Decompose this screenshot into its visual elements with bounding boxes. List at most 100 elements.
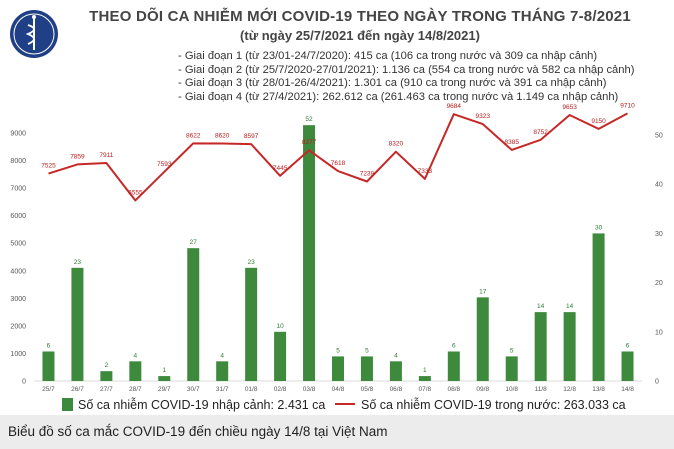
bar xyxy=(447,351,460,381)
bar-value-label: 14 xyxy=(566,303,574,310)
x-axis-tick-label: 14/8 xyxy=(621,386,634,393)
phase-item: Giai đoạn 1 (từ 23/01-24/7/2020): 415 ca… xyxy=(178,50,634,64)
legend-bar-swatch xyxy=(62,398,73,411)
line-value-label: 7593 xyxy=(157,161,172,168)
x-axis-tick-label: 03/8 xyxy=(303,386,316,393)
x-axis-tick-label: 07/8 xyxy=(419,386,432,393)
bar-value-label: 27 xyxy=(190,239,198,246)
line-value-label: 7239 xyxy=(360,171,375,178)
line-value-label: 9150 xyxy=(591,118,606,125)
line-value-label: 7911 xyxy=(99,152,113,159)
right-axis-tick-label: 20 xyxy=(655,280,663,287)
line-value-label: 8752 xyxy=(533,129,548,136)
bar-value-label: 5 xyxy=(336,347,340,354)
line-value-label: 8622 xyxy=(186,132,201,139)
phase-item: Giai đoạn 2 (từ 25/7/2020-27/01/2021): 1… xyxy=(178,64,635,78)
line-value-label: 9323 xyxy=(476,113,491,120)
line-value-label: 7859 xyxy=(70,153,85,160)
x-axis-tick-label: 25/7 xyxy=(42,386,55,393)
line-value-label: 8377 xyxy=(302,139,317,146)
bar xyxy=(476,297,489,381)
right-axis-tick-label: 10 xyxy=(655,329,663,336)
chart-title: THEO DÕI CA NHIỄM MỚI COVID-19 THEO NGÀY… xyxy=(89,8,631,25)
bar-value-label: 10 xyxy=(276,323,284,330)
bar xyxy=(389,361,402,381)
bar xyxy=(274,331,287,381)
x-axis-tick-label: 11/8 xyxy=(535,386,548,393)
legend-line-label: Số ca nhiễm COVID-19 trong nước: 263.033… xyxy=(361,398,626,412)
line-value-label: 7333 xyxy=(418,168,433,175)
bar xyxy=(418,376,431,381)
line-value-label: 6555 xyxy=(128,189,143,196)
x-axis-tick-label: 29/7 xyxy=(158,386,171,393)
bar-value-label: 6 xyxy=(626,342,630,349)
bar-value-label: 30 xyxy=(595,224,603,231)
bar xyxy=(592,233,605,381)
left-axis-tick-label: 4000 xyxy=(10,268,26,275)
x-axis-tick-label: 27/7 xyxy=(100,386,113,393)
bar-value-label: 4 xyxy=(220,352,224,359)
left-axis-tick-label: 7000 xyxy=(10,186,26,193)
chart-figure: THEO DÕI CA NHIỄM MỚI COVID-19 THEO NGÀY… xyxy=(0,0,674,415)
right-axis-tick-label: 0 xyxy=(655,379,659,386)
legend-line-swatch xyxy=(335,403,355,405)
bar xyxy=(505,356,518,381)
ministry-of-health-logo xyxy=(10,10,58,58)
left-axis-tick-label: 1000 xyxy=(10,351,26,358)
left-axis-tick-label: 6000 xyxy=(10,213,26,220)
bar-value-label: 52 xyxy=(305,116,313,123)
x-axis-tick-label: 02/8 xyxy=(274,386,287,393)
line-value-label: 8385 xyxy=(504,139,519,146)
bar xyxy=(303,125,316,381)
bar-value-label: 23 xyxy=(248,259,256,266)
chart-subtitle: (từ ngày 25/7/2021 đến ngày 14/8/2021) xyxy=(240,28,480,43)
bar-value-label: 6 xyxy=(452,342,456,349)
x-axis-tick-label: 05/8 xyxy=(361,386,374,393)
bar xyxy=(563,312,576,381)
bar-value-label: 1 xyxy=(162,367,166,374)
bar xyxy=(42,351,55,381)
line-value-label: 7445 xyxy=(273,165,288,172)
bar xyxy=(129,361,142,381)
bar xyxy=(71,267,84,381)
left-axis-tick-label: 5000 xyxy=(10,241,26,248)
legend-bar-label: Số ca nhiễm COVID-19 nhập cảnh: 2.431 ca xyxy=(78,398,326,412)
x-axis-tick-label: 06/8 xyxy=(390,386,403,393)
phase-item: Giai đoạn 3 (từ 28/01-26/4/2021): 1.301 … xyxy=(178,77,634,91)
bar-value-label: 6 xyxy=(47,342,51,349)
combo-chart: 0100020003000400050006000700080009000010… xyxy=(10,102,663,393)
caption-text: Biểu đồ số ca mắc COVID-19 đến chiều ngà… xyxy=(8,424,388,439)
bar xyxy=(534,312,547,381)
bar-value-label: 5 xyxy=(510,347,514,354)
legend-item-bars: Số ca nhiễm COVID-19 nhập cảnh: 2.431 ca xyxy=(62,398,325,412)
image-caption: Biểu đồ số ca mắc COVID-19 đến chiều ngà… xyxy=(0,415,674,449)
bar xyxy=(158,376,171,381)
x-axis-tick-label: 09/8 xyxy=(476,386,489,393)
right-axis-tick-label: 30 xyxy=(655,231,663,238)
bar-value-label: 4 xyxy=(394,352,398,359)
bar xyxy=(187,248,200,381)
bar-value-label: 14 xyxy=(537,303,545,310)
line-value-label: 9710 xyxy=(620,102,635,109)
bar-value-label: 1 xyxy=(423,367,427,374)
bar xyxy=(332,356,344,381)
bar xyxy=(100,371,113,381)
bar-value-label: 4 xyxy=(134,352,138,359)
left-axis-tick-label: 2000 xyxy=(10,323,26,330)
bar-value-label: 17 xyxy=(479,288,487,295)
line-value-label: 8620 xyxy=(215,132,230,139)
line-value-label: 8597 xyxy=(244,133,259,140)
x-axis-tick-label: 31/7 xyxy=(216,386,229,393)
x-axis-tick-label: 08/8 xyxy=(447,386,460,393)
line-value-label: 7525 xyxy=(41,163,56,170)
line-value-label: 9684 xyxy=(447,103,462,110)
left-axis-tick-label: 9000 xyxy=(10,131,26,138)
x-axis-tick-label: 10/8 xyxy=(505,386,518,393)
x-axis-tick-label: 26/7 xyxy=(71,386,84,393)
bar-value-label: 5 xyxy=(365,347,369,354)
line-value-label: 8320 xyxy=(389,141,404,148)
bar xyxy=(621,351,634,381)
bar xyxy=(216,361,229,381)
x-axis-tick-label: 12/8 xyxy=(563,386,576,393)
